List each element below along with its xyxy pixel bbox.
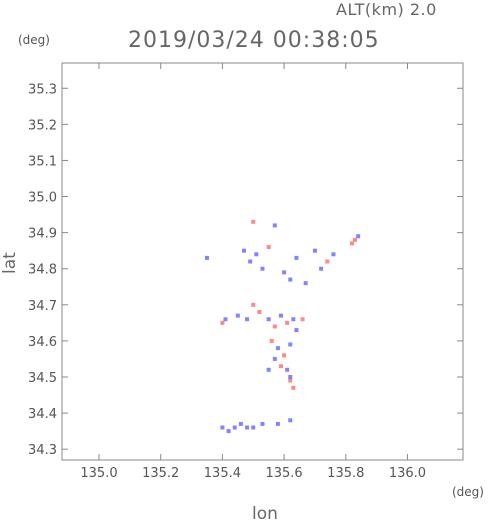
negative-point: [275, 346, 280, 351]
y-axis-unit: (deg): [18, 33, 50, 47]
negative-point: [303, 281, 308, 286]
axis-ticks: [62, 63, 463, 460]
negative-point: [260, 421, 265, 426]
x-tick-label: 135.8: [327, 466, 364, 481]
negative-point: [238, 421, 243, 426]
negative-point: [204, 255, 209, 260]
negative-point: [294, 328, 299, 333]
y-tick-label: 35.2: [28, 118, 57, 133]
negative-point: [288, 418, 293, 423]
positive-point: [257, 310, 262, 315]
positive-point: [349, 241, 354, 246]
negative-point: [331, 252, 336, 257]
x-tick-label: 135.6: [265, 466, 302, 481]
x-axis-label: lon: [252, 504, 278, 524]
negative-point: [272, 356, 277, 361]
positive-point: [272, 324, 277, 329]
x-tick-label: 135.2: [142, 466, 179, 481]
negative-point: [294, 255, 299, 260]
y-tick-label: 34.5: [28, 371, 57, 386]
positive-point: [251, 219, 256, 224]
negative-point: [245, 425, 250, 430]
negative-point: [245, 317, 250, 322]
x-tick-label: 135.4: [204, 466, 241, 481]
y-tick-label: 34.8: [28, 263, 57, 278]
negative-point: [248, 259, 253, 264]
positive-point: [300, 317, 305, 322]
positive-point: [291, 385, 296, 390]
negative-point: [223, 317, 228, 322]
negative-point: [232, 425, 237, 430]
positive-point: [325, 259, 330, 264]
positive-point: [251, 302, 256, 307]
negative-point: [288, 374, 293, 379]
negative-point: [220, 425, 225, 430]
data-points: [204, 219, 361, 434]
positive-point: [353, 237, 358, 242]
x-tick-label: 135.0: [80, 466, 117, 481]
x-tick-label: 136.0: [389, 466, 426, 481]
y-tick-label: 34.4: [28, 407, 57, 422]
positive-point: [269, 338, 274, 343]
positive-point: [266, 245, 271, 250]
datetime-title: 2019/03/24 00:38:05: [128, 28, 380, 53]
altitude-label: ALT(km) 2.0: [336, 0, 437, 19]
positive-point: [282, 353, 287, 358]
negative-point: [312, 248, 317, 253]
negative-point: [241, 248, 246, 253]
negative-point: [254, 252, 259, 257]
negative-point: [285, 367, 290, 372]
positive-point: [285, 320, 290, 325]
y-tick-label: 35.0: [28, 191, 57, 206]
negative-point: [282, 270, 287, 275]
negative-point: [275, 421, 280, 426]
plot-frame: [61, 62, 464, 461]
y-tick-label: 34.3: [28, 443, 57, 458]
negative-point: [235, 313, 240, 318]
negative-point: [226, 429, 231, 434]
negative-point: [266, 317, 271, 322]
y-tick-label: 35.3: [28, 82, 57, 97]
negative-point: [288, 342, 293, 347]
positive-point: [288, 378, 293, 383]
negative-point: [319, 266, 324, 271]
negative-point: [266, 367, 271, 372]
y-tick-label: 35.1: [28, 154, 57, 169]
axis-tick-labels: 135.0 135.2 135.4 135.6 135.8 136.0 34.3 34.4 34…: [28, 82, 426, 481]
negative-point: [260, 266, 265, 271]
negative-point: [288, 277, 293, 282]
negative-point: [272, 223, 277, 228]
negative-point: [251, 425, 256, 430]
negative-point: [279, 313, 284, 318]
negative-point: [356, 234, 361, 239]
positive-point: [220, 320, 225, 325]
y-tick-label: 34.7: [28, 299, 57, 314]
x-axis-unit: (deg): [452, 485, 484, 499]
negative-point: [291, 317, 296, 322]
y-tick-label: 34.6: [28, 335, 57, 350]
positive-point: [279, 364, 284, 369]
y-tick-label: 34.9: [28, 227, 57, 242]
